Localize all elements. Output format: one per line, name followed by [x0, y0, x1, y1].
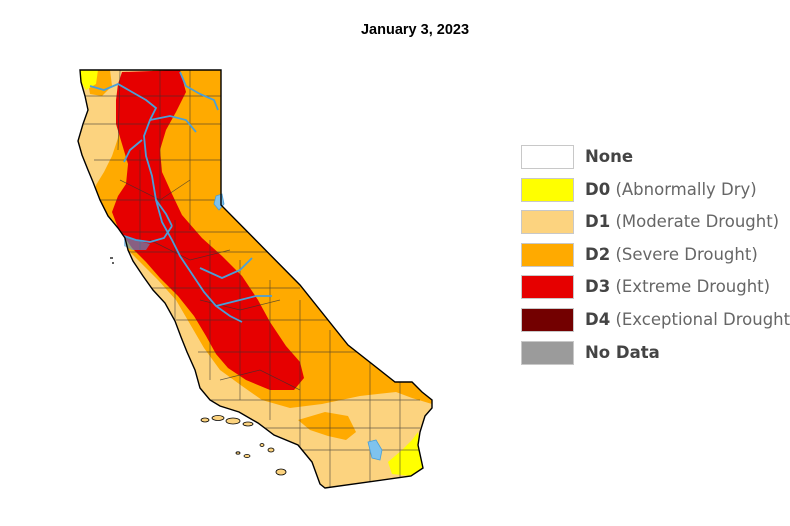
legend-desc: (Abnormally Dry) — [615, 179, 757, 199]
legend-item-d1: D1 (Moderate Drought) — [521, 207, 790, 240]
legend-item-none: None — [521, 142, 790, 175]
map-title: January 3, 2023 — [360, 22, 470, 38]
legend-item-d4: D4 (Exceptional Drought) — [521, 305, 790, 338]
legend-code: No Data — [585, 342, 660, 362]
d2-region-south — [298, 412, 356, 440]
legend: None D0 (Abnormally Dry) D1 (Moderate Dr… — [521, 142, 790, 370]
legend-code: None — [585, 147, 634, 166]
legend-swatch — [521, 177, 574, 202]
legend-desc: (Severe Drought) — [615, 244, 758, 264]
legend-code: D1 — [585, 212, 611, 232]
bay-area-water — [124, 236, 150, 250]
legend-swatch — [521, 307, 574, 332]
legend-swatch — [521, 210, 574, 235]
legend-swatch — [521, 275, 574, 300]
salton-sea — [367, 439, 383, 461]
drought-layers — [78, 70, 432, 488]
legend-item-d2: D2 (Severe Drought) — [521, 240, 790, 273]
coastal-dots — [110, 257, 114, 264]
legend-item-d3: D3 (Extreme Drought) — [521, 272, 790, 305]
legend-item-d0: D0 (Abnormally Dry) — [521, 175, 790, 208]
legend-item-no-data: No Data — [521, 338, 790, 371]
d0-region-north — [80, 70, 98, 90]
legend-desc: (Extreme Drought) — [615, 277, 771, 297]
legend-desc: (Exceptional Drought) — [615, 309, 790, 329]
legend-code: D3 — [585, 277, 611, 297]
legend-swatch — [521, 242, 574, 267]
channel-islands — [200, 415, 287, 476]
legend-code: D4 — [585, 309, 611, 329]
legend-code: D0 — [585, 179, 611, 199]
legend-swatch — [521, 340, 574, 365]
legend-swatch — [521, 145, 574, 169]
legend-desc: (Moderate Drought) — [615, 212, 780, 232]
d2-region — [94, 70, 432, 408]
d0-region-south — [388, 432, 423, 476]
legend-code: D2 — [585, 244, 611, 264]
